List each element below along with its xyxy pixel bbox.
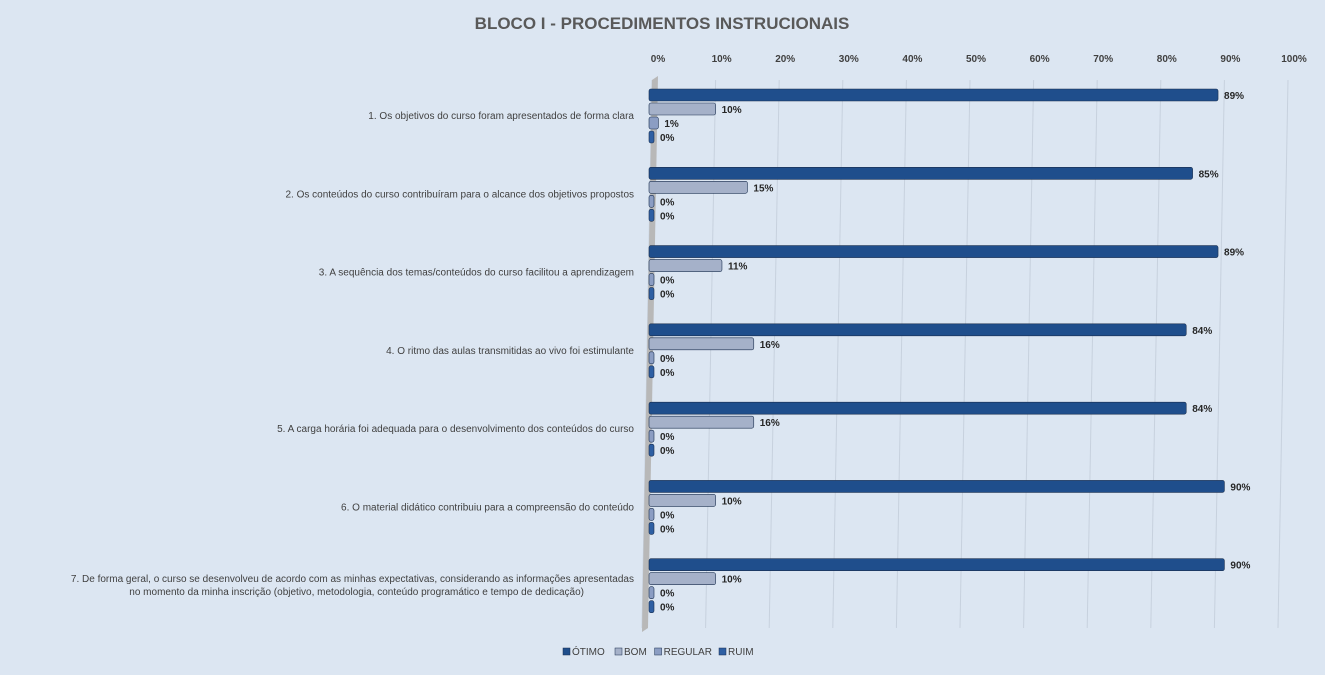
- tick-label-6: 60%: [1030, 54, 1050, 65]
- data-label-7-ruim: 0%: [660, 603, 675, 614]
- gridline-1: [705, 79, 717, 629]
- category-label-3: 3. A sequência dos temas/conteúdos do cu…: [319, 268, 634, 279]
- tick-label-3: 30%: [839, 54, 859, 65]
- bar-7-ótimo: [648, 558, 1225, 572]
- data-label-4-bom: 16%: [760, 340, 780, 351]
- legend-swatch-bom: [614, 647, 623, 656]
- bar-6-bom: [648, 494, 716, 507]
- data-label-3-regular: 0%: [660, 276, 675, 287]
- bar-3-ótimo: [648, 245, 1219, 258]
- tick-label-4: 40%: [902, 54, 922, 65]
- bar-4-bom: [648, 337, 755, 351]
- gridline-7: [1086, 79, 1098, 629]
- legend-label-ruim: RUIM: [728, 647, 754, 658]
- legend-label-bom: BOM: [624, 647, 647, 658]
- bar-1-ruim: [648, 130, 655, 144]
- tick-label-5: 50%: [966, 54, 986, 65]
- category-label-7-line-1: 7. De forma geral, o curso se desenvolve…: [71, 574, 634, 585]
- tick-label-10: 100%: [1281, 54, 1307, 65]
- data-label-2-ruim: 0%: [660, 211, 675, 222]
- tick-label-1: 10%: [712, 54, 732, 65]
- category-label-2: 2. Os conteúdos do curso contribuíram pa…: [285, 189, 634, 200]
- data-label-5-ótimo: 84%: [1192, 404, 1212, 415]
- bar-7-bom: [648, 572, 716, 586]
- bar-6-regular: [648, 508, 655, 521]
- data-label-7-ótimo: 90%: [1230, 561, 1250, 572]
- bar-4-ótimo: [648, 323, 1187, 337]
- category-label-4: 4. O ritmo das aulas transmitidas ao viv…: [386, 346, 634, 357]
- bar-2-regular: [648, 194, 655, 208]
- category-label-7-line-2: no momento da minha inscrição (objetivo,…: [129, 587, 584, 598]
- bar-3-bom: [648, 259, 723, 272]
- category-label-6: 6. O material didático contribuiu para a…: [341, 502, 634, 513]
- bar-2-ruim: [648, 208, 655, 222]
- data-label-3-ótimo: 89%: [1224, 248, 1244, 259]
- gridline-3: [832, 79, 844, 629]
- data-label-7-regular: 0%: [660, 589, 675, 600]
- gridline-8: [1150, 79, 1162, 629]
- data-label-5-ruim: 0%: [660, 446, 675, 457]
- bar-2-bom: [648, 180, 748, 194]
- bar-1-regular: [648, 116, 659, 130]
- legend-swatch-ruim: [718, 647, 727, 656]
- data-label-6-regular: 0%: [660, 510, 675, 521]
- category-label-5: 5. A carga horária foi adequada para o d…: [277, 424, 634, 435]
- bar-1-ótimo: [648, 88, 1219, 102]
- bar-5-ruim: [648, 443, 655, 457]
- data-label-6-bom: 10%: [722, 496, 742, 507]
- bar-1-bom: [648, 102, 716, 116]
- data-label-6-ótimo: 90%: [1230, 482, 1250, 493]
- bar-7-ruim: [648, 600, 655, 614]
- data-label-1-bom: 10%: [722, 105, 742, 116]
- gridline-4: [895, 79, 907, 629]
- data-label-1-ruim: 0%: [660, 133, 675, 144]
- data-label-2-ótimo: 85%: [1199, 169, 1219, 180]
- bar-2-ótimo: [648, 166, 1193, 180]
- data-label-6-ruim: 0%: [660, 524, 675, 535]
- chart-title: BLOCO I - PROCEDIMENTOS INSTRUCIONAIS: [475, 14, 850, 33]
- gridline-9: [1213, 79, 1225, 629]
- bar-3-regular: [648, 273, 655, 286]
- category-label-1: 1. Os objetivos do curso foram apresenta…: [368, 111, 634, 122]
- bar-5-regular: [648, 429, 655, 443]
- data-label-4-ótimo: 84%: [1192, 326, 1212, 337]
- data-label-3-ruim: 0%: [660, 290, 675, 301]
- data-label-5-regular: 0%: [660, 432, 675, 443]
- data-label-1-regular: 1%: [664, 119, 679, 130]
- data-label-1-ótimo: 89%: [1224, 91, 1244, 102]
- data-label-4-regular: 0%: [660, 354, 675, 365]
- gridline-6: [1023, 79, 1035, 629]
- bar-7-regular: [648, 586, 655, 600]
- data-label-7-bom: 10%: [722, 575, 742, 586]
- data-label-2-regular: 0%: [660, 197, 675, 208]
- bar-3-ruim: [648, 287, 655, 300]
- gridline-5: [959, 79, 971, 629]
- tick-label-8: 80%: [1157, 54, 1177, 65]
- legend-label-ótimo: ÓTIMO: [572, 645, 605, 658]
- bar-5-bom: [648, 415, 755, 429]
- bar-4-ruim: [648, 365, 655, 379]
- tick-label-0: 0%: [651, 54, 666, 65]
- legend-swatch-regular: [654, 647, 662, 656]
- gridline-2: [768, 79, 780, 629]
- data-label-2-bom: 15%: [753, 183, 773, 194]
- legend-label-regular: REGULAR: [664, 647, 712, 658]
- bar-5-ótimo: [648, 401, 1187, 415]
- legend-swatch-ótimo: [562, 647, 571, 656]
- bar-4-regular: [648, 351, 655, 365]
- tick-label-9: 90%: [1220, 54, 1240, 65]
- bar-6-ótimo: [648, 480, 1225, 493]
- data-label-3-bom: 11%: [728, 262, 748, 273]
- tick-label-7: 70%: [1093, 54, 1113, 65]
- data-label-5-bom: 16%: [760, 418, 780, 429]
- data-label-4-ruim: 0%: [660, 368, 675, 379]
- gridline-10: [1277, 79, 1289, 629]
- tick-label-2: 20%: [775, 54, 795, 65]
- bar-6-ruim: [648, 522, 655, 535]
